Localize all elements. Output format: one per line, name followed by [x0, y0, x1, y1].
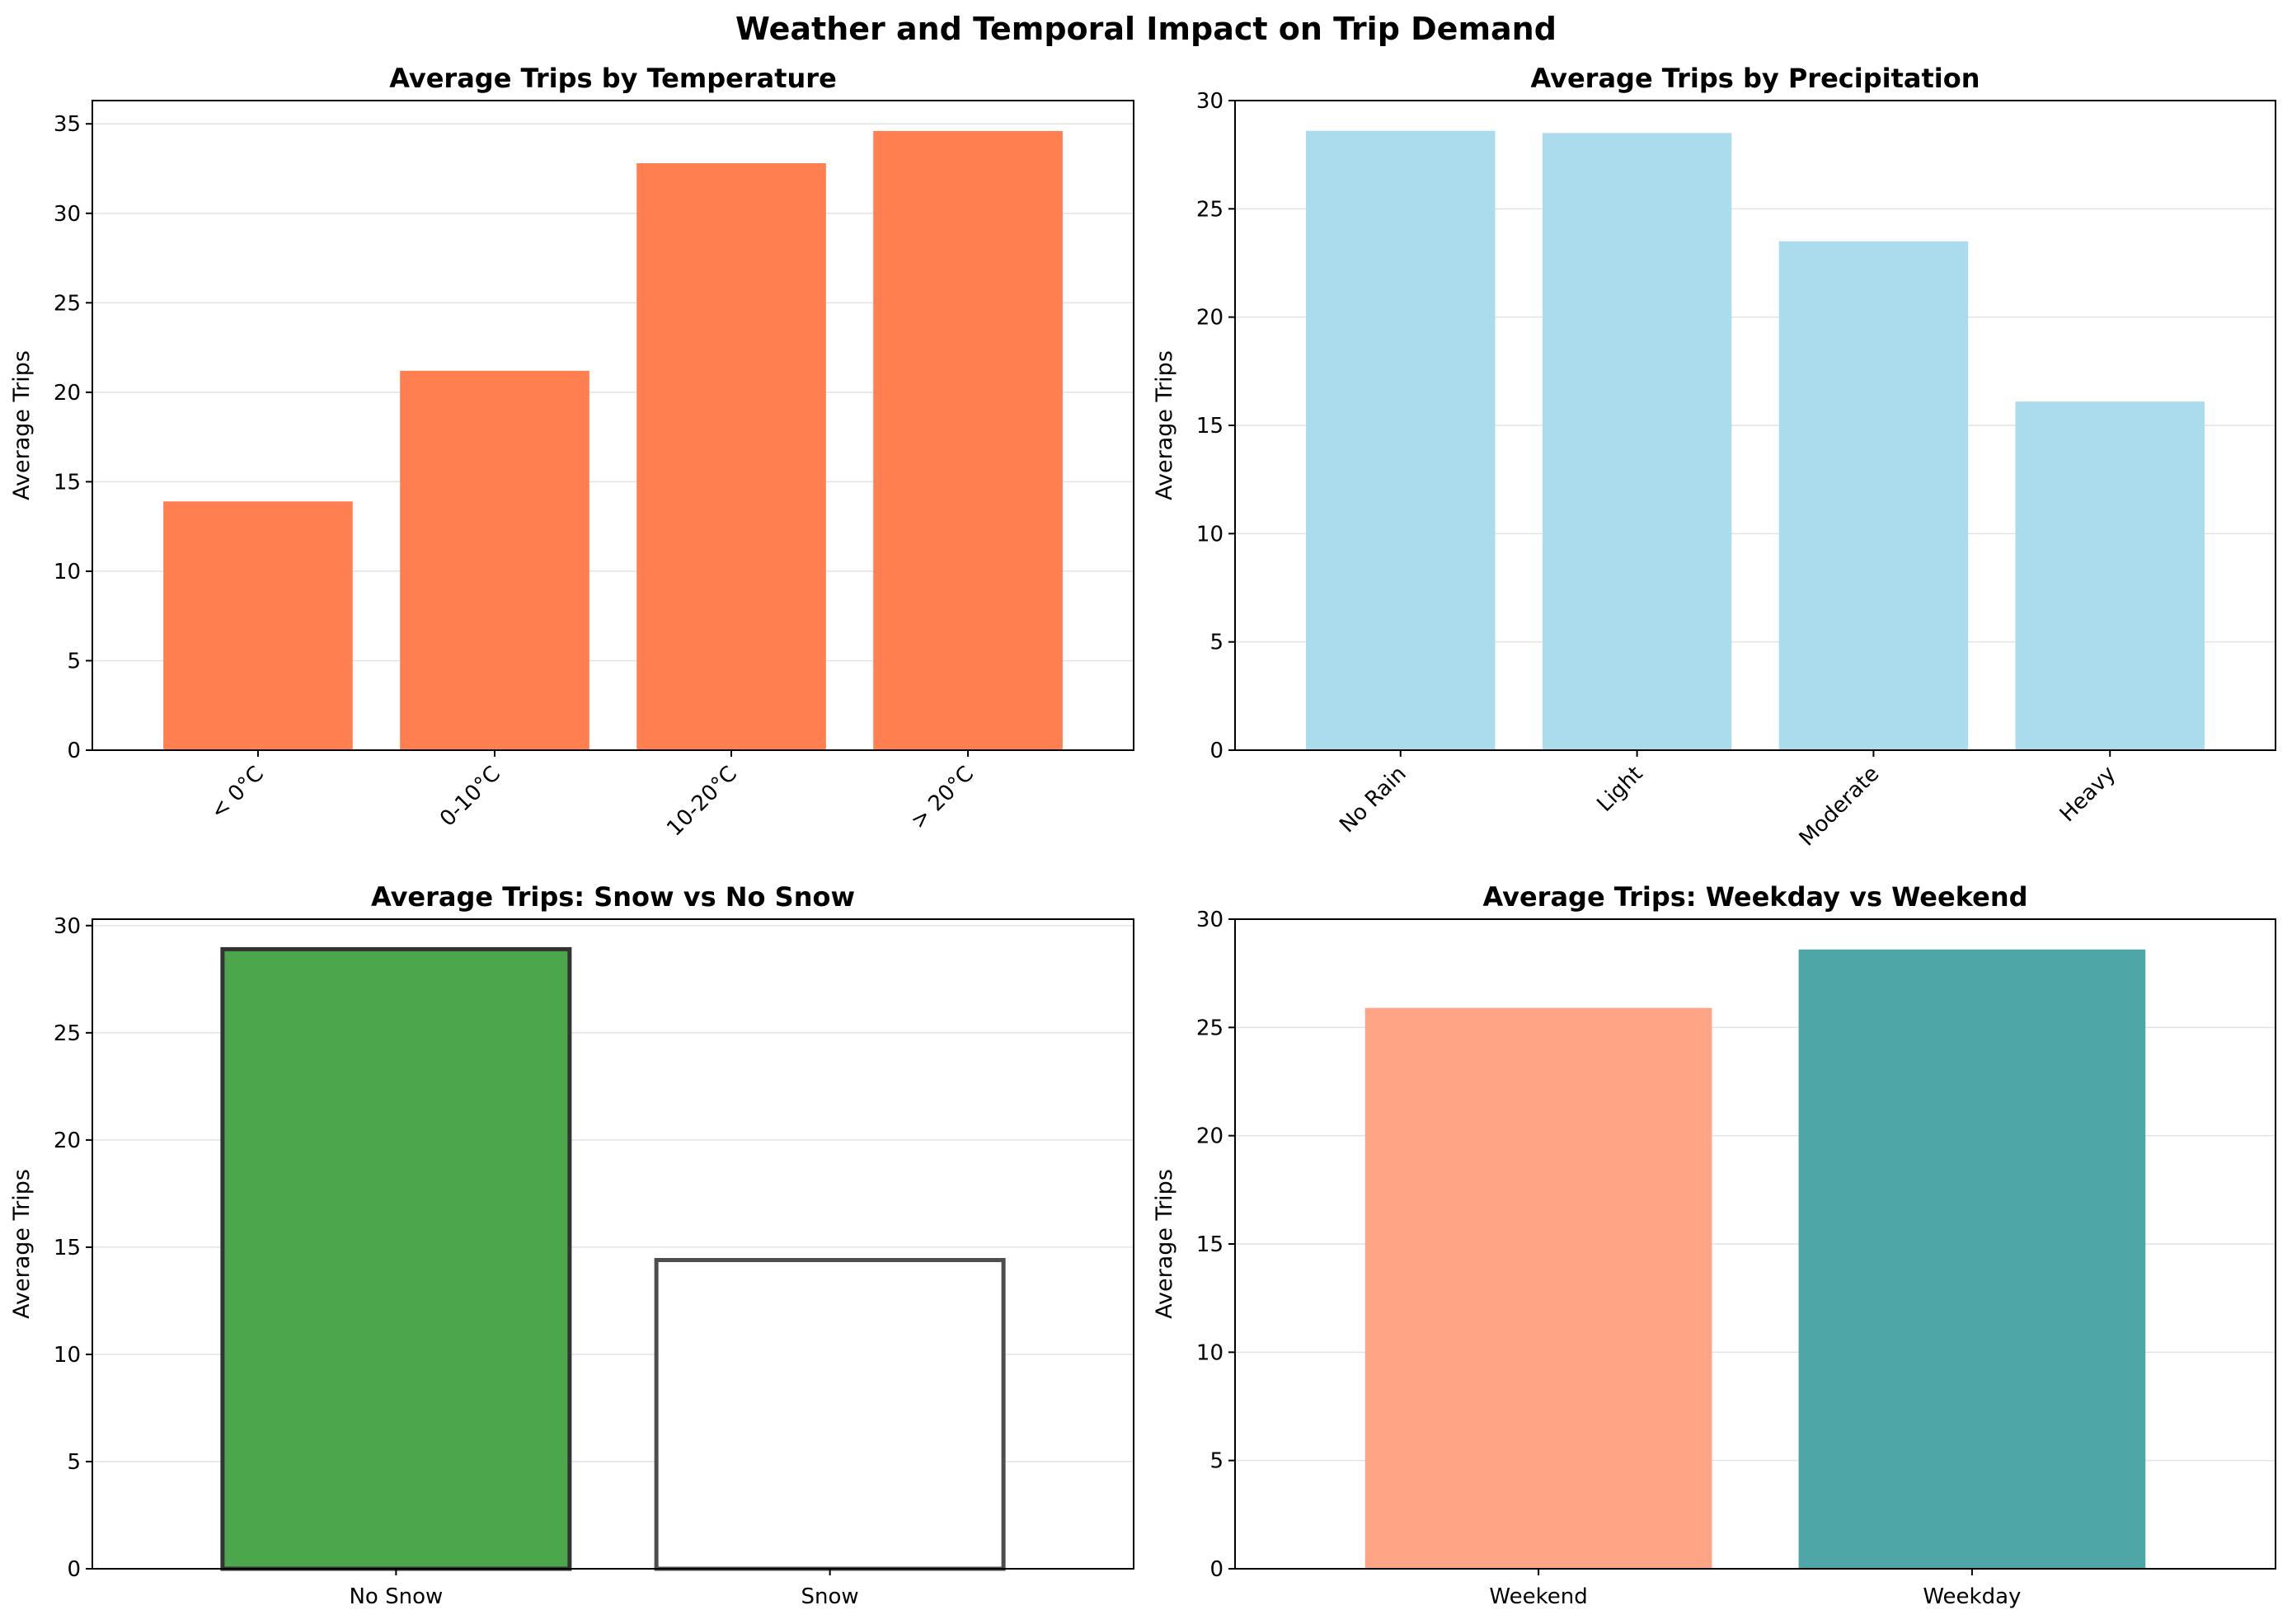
bar-20-c	[873, 130, 1063, 751]
bar-weekend	[1364, 1007, 1712, 1569]
bar-moderate	[1778, 241, 1969, 750]
y-tick-label: 5	[1209, 631, 1223, 655]
y-tick-label: 10	[54, 1343, 81, 1368]
chart-title: Average Trips: Weekday vs Weekend	[1482, 881, 2027, 913]
y-tick-label: 0	[67, 1557, 81, 1582]
figure-title: Weather and Temporal Impact on Trip Dema…	[735, 11, 1557, 47]
bar-heavy	[2015, 401, 2205, 750]
chart-panel-4: 0 5 10 15 20 25 30 Weekend Weekday Average Trips:…	[1152, 881, 2276, 1609]
y-tick-label: 0	[1209, 739, 1223, 763]
y-tick-label: 10	[1196, 1340, 1223, 1365]
bar-light	[1542, 133, 1732, 750]
y-tick-label: 0	[1209, 1557, 1223, 1582]
y-tick-label: 20	[54, 381, 81, 406]
y-axis-label: Average Trips	[9, 350, 35, 500]
y-tick-label: 30	[1196, 89, 1223, 114]
x-tick-label: No Snow	[349, 1584, 443, 1609]
y-tick-label: 35	[54, 112, 81, 137]
y-tick-label: 15	[1196, 1232, 1223, 1257]
x-tick-label: Weekday	[1923, 1584, 2021, 1609]
y-axis-label: Average Trips	[1152, 1169, 1177, 1319]
bar-snow	[654, 1258, 1006, 1571]
y-axis-label: Average Trips	[1152, 350, 1177, 500]
y-tick-label: 25	[54, 291, 81, 316]
y-tick-label: 10	[1196, 522, 1223, 547]
bar-10-20-c	[636, 162, 826, 750]
y-tick-label: 5	[67, 1450, 81, 1475]
y-tick-label: 5	[67, 649, 81, 674]
y-tick-label: 5	[1209, 1449, 1223, 1474]
y-tick-label: 25	[1196, 1016, 1223, 1040]
y-tick-label: 25	[1196, 197, 1223, 222]
y-tick-label: 30	[54, 202, 81, 227]
bar-0-c	[163, 501, 353, 750]
bar-0-10-c	[400, 370, 589, 750]
y-tick-label: 20	[1196, 1124, 1223, 1149]
x-tick-label: Weekend	[1489, 1584, 1587, 1609]
y-tick-label: 30	[1196, 908, 1223, 932]
chart-title: Average Trips: Snow vs No Snow	[371, 881, 855, 913]
y-tick-label: 0	[67, 739, 81, 763]
y-tick-label: 30	[54, 914, 81, 939]
y-axis-label: Average Trips	[9, 1169, 35, 1319]
y-tick-label: 20	[54, 1129, 81, 1153]
axes-frame	[92, 918, 1134, 1570]
y-tick-label: 10	[54, 560, 81, 584]
y-tick-label: 15	[54, 1236, 81, 1260]
chart-title: Average Trips by Precipitation	[1530, 63, 1980, 94]
x-tick-label: Snow	[801, 1584, 859, 1609]
bar-no-snow	[220, 946, 572, 1571]
bar-no-rain	[1306, 130, 1496, 751]
y-tick-label: 20	[1196, 306, 1223, 331]
y-tick-label: 15	[1196, 414, 1223, 439]
bar-weekday	[1798, 949, 2146, 1569]
axes-frame	[92, 100, 1134, 751]
y-tick-label: 15	[54, 470, 81, 495]
chart-title: Average Trips by Temperature	[389, 63, 837, 94]
chart-panel-3: 0 5 10 15 20 25 30 No Snow Snow Average Trips: Sn…	[9, 881, 1134, 1609]
y-tick-label: 25	[54, 1021, 81, 1046]
